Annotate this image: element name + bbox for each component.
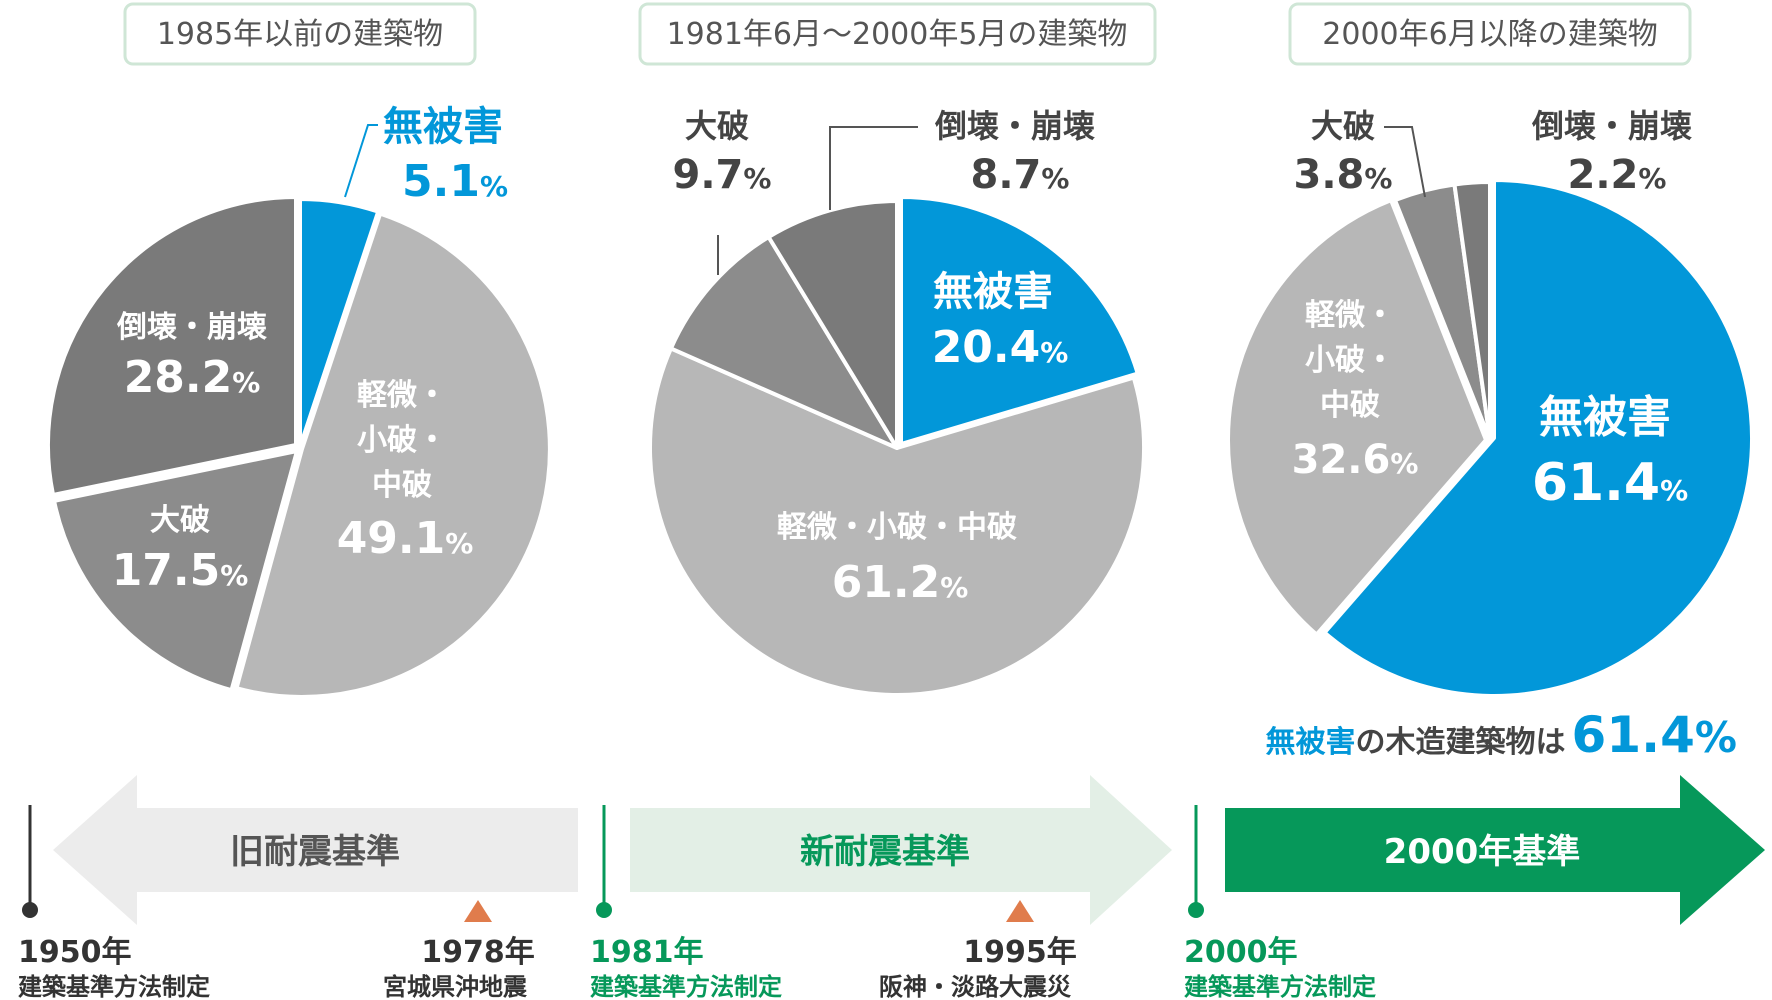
p2-no-damage-value: 20.4% bbox=[932, 322, 1069, 373]
leader-line bbox=[344, 124, 378, 198]
pie-2-labels: 無被害 20.4% 軽微・小破・中破 61.2% 大破 9.7% 倒壊・崩壊 8… bbox=[673, 107, 1095, 608]
slice-no-damage bbox=[899, 195, 1140, 446]
p3-no-damage-label: 無被害 bbox=[1539, 392, 1671, 443]
p3-minor-label-2: 小破・ bbox=[1305, 343, 1395, 378]
p1-major-label: 大破 bbox=[150, 503, 210, 538]
p2-major-label: 大破 bbox=[685, 107, 749, 145]
header-box-1 bbox=[123, 2, 477, 66]
new-standard-arrow bbox=[630, 775, 1172, 925]
event-1981-desc: 建築基準方法制定 bbox=[590, 973, 782, 1000]
standard-2000-arrow bbox=[1225, 775, 1765, 925]
pie-3-labels: 無被害 61.4% 軽微・ 小破・ 中破 32.6% 大破 3.8% 倒壊・崩壊… bbox=[1292, 107, 1692, 513]
marker-dot-1981 bbox=[596, 902, 612, 918]
p1-no-damage-value: 5.1% bbox=[402, 156, 508, 207]
event-1950-year: 1950年 bbox=[18, 935, 132, 970]
pie-1-title: 1985年以前の建築物 bbox=[157, 17, 443, 52]
p1-collapse-value: 28.2% bbox=[124, 352, 261, 403]
p1-no-damage-label: 無被害 bbox=[383, 104, 503, 150]
new-standard-label: 新耐震基準 bbox=[800, 832, 970, 872]
event-1995-year: 1995年 bbox=[963, 935, 1077, 970]
header-box-3 bbox=[1288, 2, 1692, 66]
pie-3-title: 2000年6月以降の建築物 bbox=[1322, 17, 1657, 52]
p1-collapse-label: 倒壊・崩壊 bbox=[116, 310, 267, 345]
slice-major-damage bbox=[668, 234, 899, 450]
summary-text: 無被害の木造建築物は 61.4% bbox=[1266, 706, 1737, 764]
p2-minor-label: 軽微・小破・中破 bbox=[777, 510, 1017, 545]
slice-no-damage bbox=[1322, 178, 1754, 698]
p1-major-value: 17.5% bbox=[112, 545, 249, 596]
p1-minor-value: 49.1% bbox=[337, 513, 474, 564]
p3-major-label: 大破 bbox=[1311, 107, 1375, 145]
event-2000-desc: 建築基準方法制定 bbox=[1184, 973, 1376, 1000]
p3-minor-label-1: 軽微・ bbox=[1305, 298, 1395, 333]
p3-collapse-value: 2.2% bbox=[1568, 152, 1667, 198]
p1-minor-label-3: 中破 bbox=[372, 468, 432, 503]
p2-no-damage-label: 無被害 bbox=[933, 269, 1053, 315]
p1-minor-label-2: 小破・ bbox=[357, 423, 447, 458]
p2-collapse-value: 8.7% bbox=[971, 152, 1070, 198]
event-1981-year: 1981年 bbox=[590, 935, 704, 970]
header-box-2 bbox=[638, 2, 1157, 66]
marker-dot-1950 bbox=[22, 902, 38, 918]
pie-chart-2 bbox=[648, 195, 1146, 697]
marker-dot-2000 bbox=[1188, 902, 1204, 918]
p3-minor-value: 32.6% bbox=[1292, 437, 1419, 483]
pie-chart-1 bbox=[46, 195, 552, 699]
p3-collapse-label: 倒壊・崩壊 bbox=[1531, 107, 1692, 145]
leader-line bbox=[1384, 126, 1426, 198]
old-standard-label: 旧耐震基準 bbox=[230, 832, 400, 872]
p3-no-damage-value: 61.4% bbox=[1532, 453, 1688, 513]
p2-major-value: 9.7% bbox=[673, 152, 772, 198]
event-1978-year: 1978年 bbox=[421, 935, 535, 970]
leader-line bbox=[829, 126, 918, 210]
p1-minor-label-1: 軽微・ bbox=[357, 378, 447, 413]
slice-collapse bbox=[766, 199, 899, 450]
marker-triangle-1978 bbox=[464, 900, 492, 922]
slice-minor-damage bbox=[234, 211, 552, 699]
pie-2-title: 1981年6月〜2000年5月の建築物 bbox=[667, 17, 1128, 52]
p2-collapse-label: 倒壊・崩壊 bbox=[934, 107, 1095, 145]
event-1950-desc: 建築基準方法制定 bbox=[18, 973, 210, 1000]
event-2000-year: 2000年 bbox=[1184, 935, 1298, 970]
event-1978-desc: 宮城県沖地震 bbox=[383, 973, 528, 1000]
slice-no-damage bbox=[298, 197, 381, 449]
slice-major-damage bbox=[52, 449, 299, 693]
standard-2000-label: 2000年基準 bbox=[1384, 832, 1581, 872]
pie-1-labels: 無被害 5.1% 軽微・ 小破・ 中破 49.1% 大破 17.5% 倒壊・崩壊… bbox=[112, 104, 508, 596]
slice-collapse bbox=[1452, 180, 1492, 442]
p3-minor-label-3: 中破 bbox=[1320, 388, 1380, 423]
slice-collapse bbox=[46, 195, 298, 497]
marker-triangle-1995 bbox=[1006, 900, 1034, 922]
slice-minor-damage bbox=[648, 346, 1146, 697]
slice-minor-damage bbox=[1226, 198, 1488, 637]
p3-major-value: 3.8% bbox=[1294, 152, 1393, 198]
event-1995-desc: 阪神・淡路大震災 bbox=[879, 973, 1072, 1000]
pie-chart-3 bbox=[1226, 178, 1754, 698]
p2-minor-value: 61.2% bbox=[832, 557, 969, 608]
old-standard-arrow bbox=[53, 775, 578, 925]
